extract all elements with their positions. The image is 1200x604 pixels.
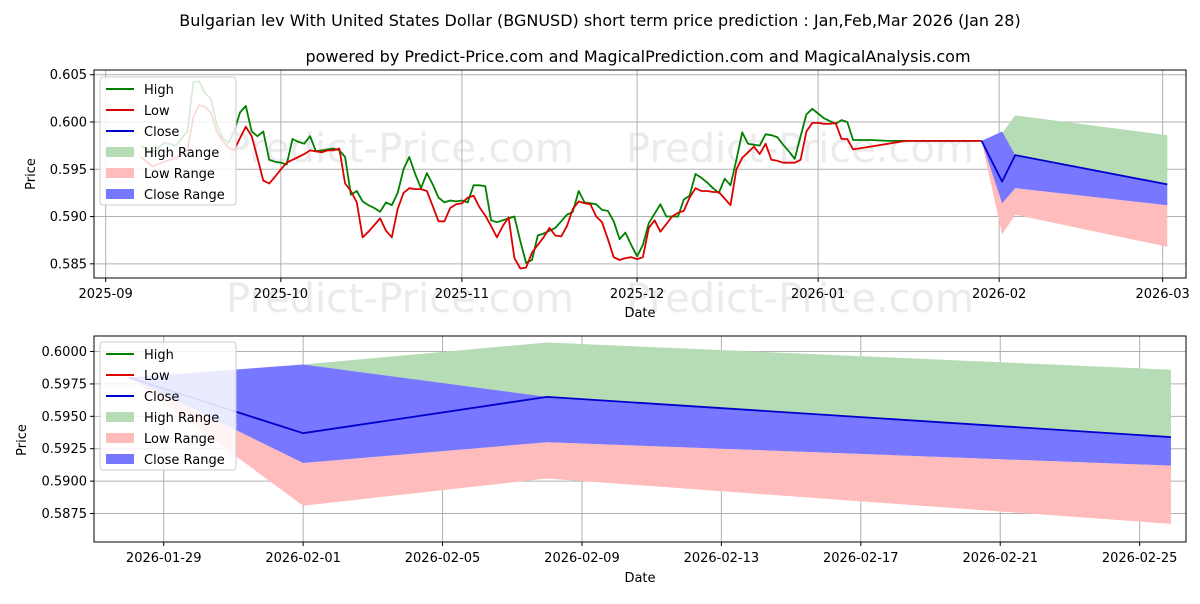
- y-tick-label: 0.5950: [42, 410, 88, 425]
- legend-low-label: Low: [144, 369, 170, 384]
- low-series-line: [140, 104, 982, 270]
- x-tick-label: 2026-03: [1135, 287, 1189, 302]
- x-tick-label: 2026-02-17: [823, 551, 899, 566]
- y-tick-label: 0.585: [50, 257, 87, 272]
- y-tick-label: 0.5925: [42, 442, 88, 457]
- legend-close-label: Close: [144, 125, 179, 140]
- watermark-text: Predict-Price.com: [226, 276, 574, 322]
- watermark-text: Predict-Price.com: [226, 126, 574, 172]
- x-tick-label: 2026-02-13: [684, 551, 760, 566]
- x-tick-label: 2026-02: [972, 287, 1026, 302]
- legend-close-range-label: Close Range: [144, 188, 225, 203]
- chart-title: Bulgarian lev With United States Dollar …: [179, 11, 1020, 30]
- legend-high-label: High: [144, 83, 174, 98]
- legend-low-range-swatch: [106, 168, 134, 178]
- legend-high-range-label: High Range: [144, 146, 219, 161]
- legend: High Low Close High Range Low Range Clos…: [99, 76, 237, 206]
- legend-high-label: High: [144, 348, 174, 363]
- forecast-detail-chart-panel: Predict-Price.com Predict-Price.com 0.58…: [15, 335, 1187, 586]
- y-tick-label: 0.6000: [42, 345, 88, 360]
- close-range-band: [128, 364, 1171, 466]
- x-tick-label: 2026-02-25: [1102, 551, 1178, 566]
- legend-high-range-swatch: [106, 412, 134, 422]
- x-tick-label: 2026-02-05: [405, 551, 481, 566]
- legend-close-range-label: Close Range: [144, 453, 225, 468]
- close-series-line: [980, 140, 1168, 186]
- legend-close-label: Close: [144, 390, 179, 405]
- chart-subtitle: powered by Predict-Price.com and Magical…: [305, 47, 970, 66]
- legend-close-range-swatch: [106, 454, 134, 464]
- y-tick-label: 0.5900: [42, 475, 88, 490]
- y-tick-label: 0.605: [50, 68, 87, 83]
- legend: High Low Close High Range Low Range Clos…: [99, 341, 237, 471]
- legend-low-range-label: Low Range: [144, 167, 215, 182]
- x-axis-label: Date: [624, 306, 655, 321]
- x-axis-label: Date: [624, 571, 655, 586]
- legend-high-range-label: High Range: [144, 411, 219, 426]
- x-tick-label: 2025-11: [435, 287, 489, 302]
- x-tick-label: 2026-02-09: [544, 551, 620, 566]
- close-range-band: [981, 131, 1168, 206]
- low-range-band: [128, 377, 1171, 524]
- low-range-band: [981, 140, 1168, 247]
- y-tick-label: 0.590: [50, 210, 87, 225]
- legend-low-range-label: Low Range: [144, 432, 215, 447]
- y-tick-label: 0.5875: [42, 507, 88, 522]
- y-axis-label: Price: [15, 424, 30, 456]
- high-range-band: [128, 342, 1171, 438]
- x-tick-label: 2026-01: [791, 287, 845, 302]
- high-series-line: [140, 80, 982, 264]
- overview-chart-panel: Predict-Price.com Predict-Price.com Pred…: [24, 68, 1190, 322]
- legend-close-range-swatch: [106, 189, 134, 199]
- plot-frame: [93, 335, 1187, 543]
- watermark-text: Predict-Price.com: [626, 126, 974, 172]
- x-tick-label: 2026-02-01: [265, 551, 341, 566]
- x-tick-label: 2026-02-21: [962, 551, 1038, 566]
- y-tick-label: 0.600: [50, 116, 87, 131]
- x-tick-label: 2025-09: [79, 287, 133, 302]
- watermark-text: Predict-Price.com: [626, 276, 974, 322]
- plot-frame: [93, 69, 1187, 279]
- x-tick-label: 2026-01-29: [126, 551, 202, 566]
- x-tick-label: 2025-12: [610, 287, 664, 302]
- y-tick-label: 0.5975: [42, 377, 88, 392]
- legend-high-range-swatch: [106, 147, 134, 157]
- legend-low-range-swatch: [106, 433, 134, 443]
- legend-low-label: Low: [144, 104, 170, 119]
- x-tick-label: 2025-10: [254, 287, 308, 302]
- y-axis-label: Price: [24, 158, 39, 190]
- y-tick-label: 0.595: [50, 163, 87, 178]
- high-range-band: [981, 115, 1168, 185]
